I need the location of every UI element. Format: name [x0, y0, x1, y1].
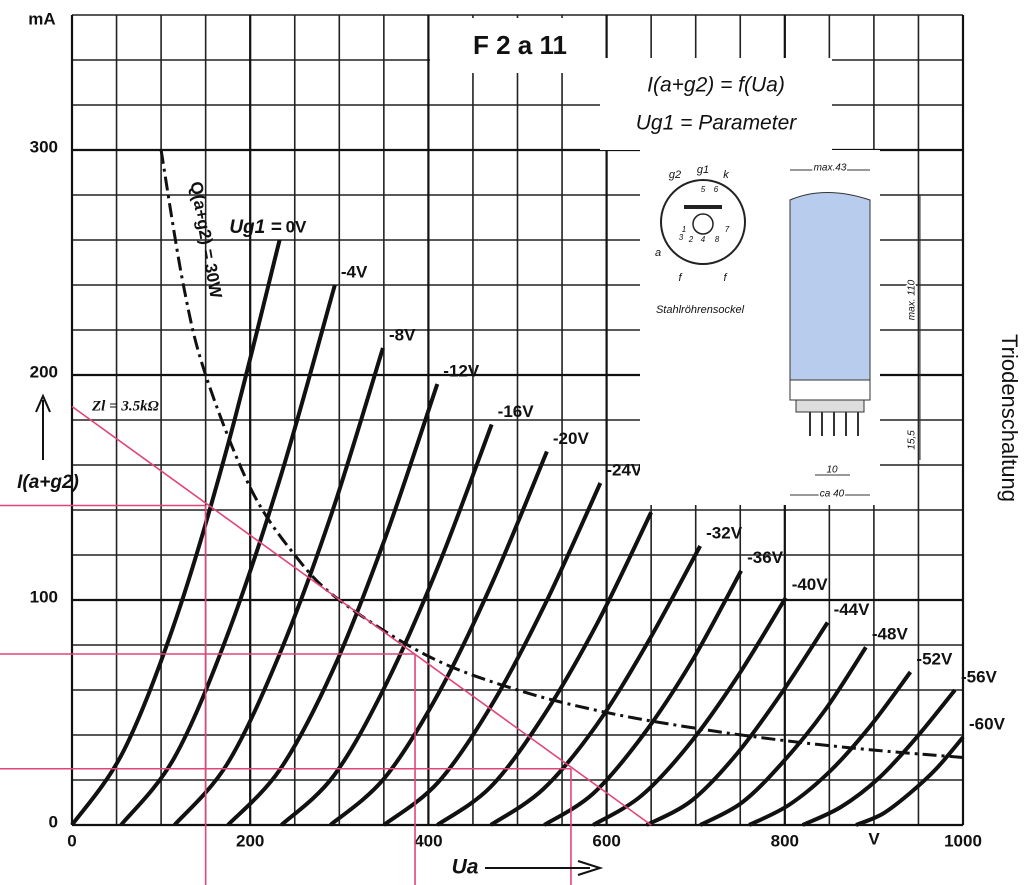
series-label: -4V [341, 262, 368, 281]
pin-label: k [723, 169, 729, 181]
y-tick-label: 200 [30, 362, 58, 381]
y-tick-label: 0 [49, 812, 58, 831]
series-label: -32V [706, 523, 743, 542]
curve [329, 450, 549, 827]
y-arrow [35, 393, 51, 460]
x-tick-label: 600 [592, 831, 620, 850]
socket-key [692, 213, 714, 235]
y-unit: mA [28, 9, 55, 28]
subtitle: Ug1 = Parameter [636, 112, 798, 135]
dissipation-curve [159, 149, 964, 759]
curve [855, 735, 965, 827]
y-tick-label: 100 [30, 587, 58, 606]
x-label: Ua [452, 856, 479, 879]
x-tick-label: 200 [236, 831, 264, 850]
curve [226, 383, 440, 827]
pin-label: 7 [725, 225, 730, 234]
pin-label: 6 [714, 185, 719, 194]
x-tick-label: 400 [414, 831, 442, 850]
curve [382, 482, 603, 827]
curve [172, 347, 385, 827]
curve [119, 284, 337, 827]
dimension-label: max. 110 [907, 279, 918, 320]
dimension-label: max.43 [814, 163, 847, 174]
chart-title: F 2 a 11 [473, 30, 567, 60]
series-prefix: Ug1 = [229, 217, 281, 238]
x-tick-label: 800 [771, 831, 799, 850]
tube-glass [789, 192, 871, 381]
socket [660, 179, 746, 265]
pin-label: 3 [679, 233, 684, 242]
series-label: -44V [834, 600, 871, 619]
pin-label: f [678, 272, 682, 284]
series-label: -20V [553, 429, 590, 448]
pin-label: g1 [697, 164, 709, 176]
pin-label: 5 [701, 185, 706, 194]
series-label: 0V [286, 217, 307, 236]
pin-label: a [655, 247, 661, 259]
series-label: -40V [792, 575, 829, 594]
curve [699, 646, 868, 827]
dimension-label: 10 [826, 465, 838, 476]
tube-base [789, 379, 871, 401]
series-label: -12V [443, 361, 480, 380]
x-arrow [485, 860, 604, 876]
tube-inset: g2 g1 k a f f 123 4 5 6 78 Stahlröhrensockel max.43 m… [430, 18, 921, 505]
curve [592, 596, 788, 827]
y-tick-label: 300 [30, 137, 58, 156]
subtitle: I(a+g2) = f(Ua) [647, 74, 785, 97]
x-tick-label: 0 [67, 831, 76, 850]
series-label: -48V [872, 625, 909, 644]
curve [280, 423, 494, 827]
series-label: -16V [498, 402, 535, 421]
formula-box [600, 58, 832, 150]
socket-label: Stahlröhrensockel [656, 304, 745, 316]
curve [645, 621, 830, 827]
series-label: -8V [389, 325, 416, 344]
side-label: Triodenschaltung [997, 334, 1022, 502]
series-label: -56V [961, 667, 998, 686]
pin-label: 2 [688, 235, 694, 244]
curve [436, 511, 653, 827]
curve [70, 239, 282, 827]
curve [748, 670, 913, 827]
curve [489, 545, 702, 827]
pin-label: 4 [701, 235, 706, 244]
pin-label: 1 [682, 225, 686, 234]
series-label: -24V [606, 460, 643, 479]
pin-label: 8 [715, 235, 720, 244]
y-label: I(a+g2) [17, 472, 79, 493]
pin-label: f [723, 272, 727, 284]
x-tick-label: 1000 [944, 831, 982, 850]
title-box [430, 18, 605, 73]
tube-foot [795, 399, 865, 413]
pin-label: g2 [669, 169, 681, 181]
x-unit: V [868, 829, 880, 848]
series-label: -52V [916, 649, 953, 668]
curve [801, 688, 957, 827]
load-line [71, 405, 652, 826]
series-label: -36V [747, 548, 784, 567]
dimension-label: ca 40 [820, 489, 845, 500]
series-label: -60V [969, 715, 1006, 734]
dimension-label: 15,5 [907, 430, 918, 450]
socket-bar [684, 205, 722, 209]
curve [543, 569, 743, 827]
load-line-label: Zl = 3.5kΩ [91, 398, 159, 414]
